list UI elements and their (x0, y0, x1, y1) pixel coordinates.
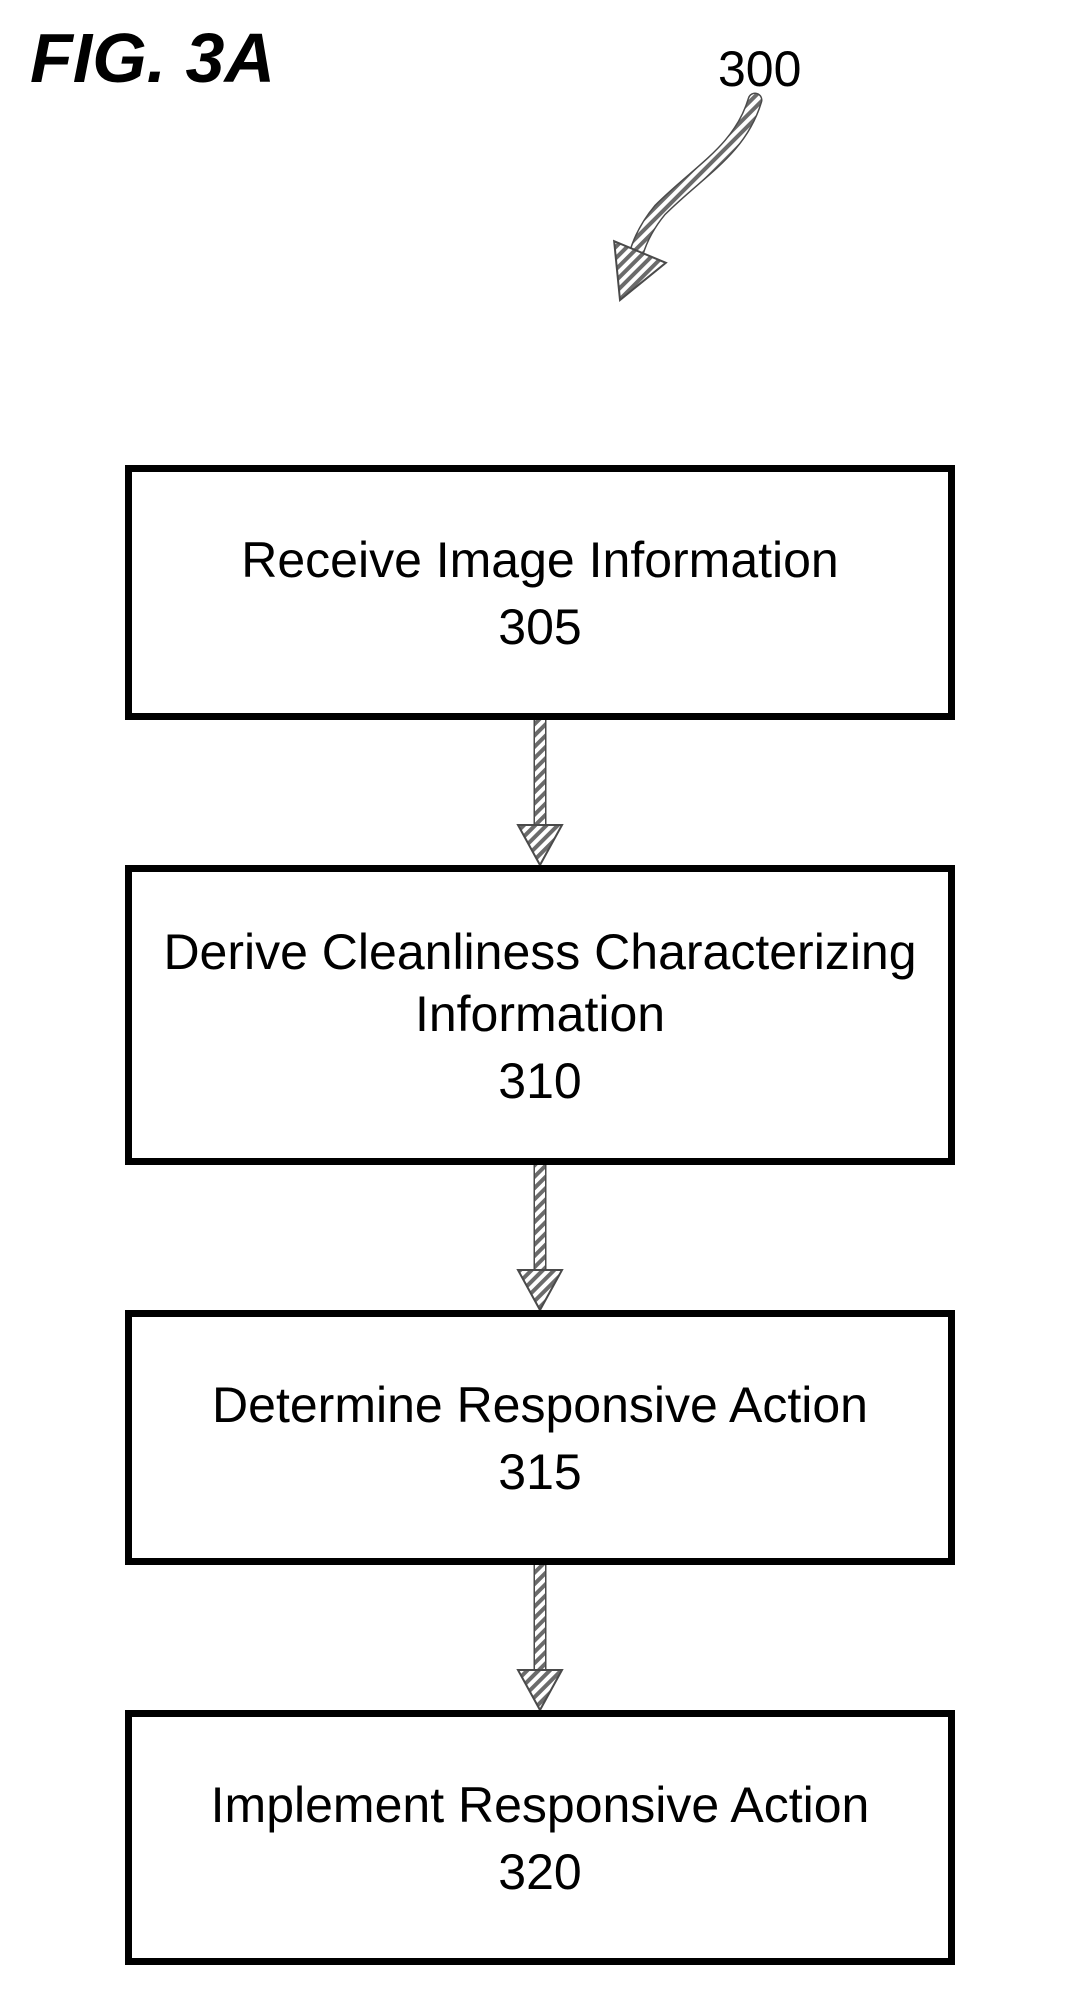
pointer-arrow (614, 100, 755, 300)
step-label: Determine Responsive Action (192, 1374, 888, 1437)
step-label: Implement Responsive Action (191, 1774, 890, 1837)
step-receive-image-info: Receive Image Information 305 (125, 465, 955, 720)
step-label: Receive Image Information (221, 529, 859, 592)
step-label: Derive Cleanliness Characterizing Inform… (132, 921, 948, 1046)
step-number: 315 (498, 1443, 581, 1501)
step-number: 305 (498, 598, 581, 656)
step-derive-cleanliness-info: Derive Cleanliness Characterizing Inform… (125, 865, 955, 1165)
step-determine-responsive-action: Determine Responsive Action 315 (125, 1310, 955, 1565)
figure-title: FIG. 3A (30, 18, 275, 98)
figure-ref-number: 300 (718, 40, 801, 98)
step-number: 310 (498, 1052, 581, 1110)
step-implement-responsive-action: Implement Responsive Action 320 (125, 1710, 955, 1965)
step-number: 320 (498, 1843, 581, 1901)
